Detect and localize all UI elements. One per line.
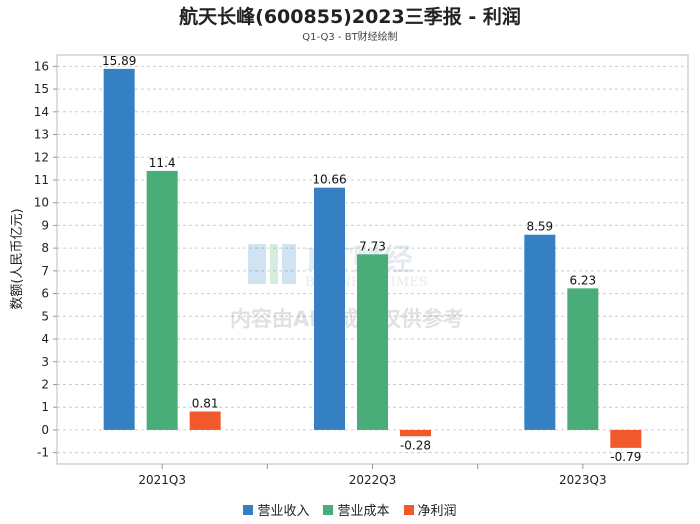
- bar: [146, 170, 178, 430]
- legend: 营业收入 营业成本 净利润: [0, 500, 700, 519]
- data-label: 6.23: [569, 273, 596, 287]
- y-tick-label: 9: [41, 218, 49, 232]
- legend-label: 净利润: [417, 504, 457, 519]
- data-label: 11.4: [149, 156, 176, 170]
- data-label: 0.81: [192, 397, 219, 411]
- y-tick-label: 15: [34, 82, 49, 96]
- x-tick-label: 2022Q3: [349, 473, 397, 487]
- bar: [524, 234, 556, 430]
- data-label: -0.28: [400, 438, 431, 452]
- y-tick-label: 12: [34, 150, 49, 164]
- watermark-logo-mark: [270, 244, 278, 284]
- watermark: BT财经 BUSINESS TIMES 内容由AI生成，仅供参考: [230, 243, 464, 331]
- bar: [189, 411, 221, 430]
- data-label: 10.66: [312, 173, 346, 187]
- bar: [567, 288, 599, 430]
- legend-label: 营业收入: [257, 504, 310, 519]
- legend-swatch: [403, 504, 414, 515]
- y-tick-label: 16: [34, 59, 49, 73]
- legend-item[interactable]: 营业成本: [323, 500, 390, 519]
- x-tick-label: 2023Q3: [559, 473, 607, 487]
- y-tick-label: 4: [41, 332, 49, 346]
- y-tick-label: 14: [34, 105, 49, 119]
- data-label: 7.73: [359, 239, 386, 253]
- data-labels: 15.89 11.4 0.81 10.66 7.73 -0.28 8.59 6.23 -0.79: [102, 54, 641, 464]
- bar: [357, 254, 388, 430]
- bar: [103, 68, 135, 430]
- watermark-logo-mark: [282, 244, 296, 284]
- y-tick-label: 7: [41, 264, 49, 278]
- y-tick-label: 13: [34, 128, 49, 142]
- y-tick-label: 10: [34, 196, 49, 210]
- bar: [314, 187, 345, 430]
- y-tick-label: 0: [41, 423, 49, 437]
- data-label: 8.59: [526, 220, 553, 234]
- y-tick-label: 11: [34, 173, 49, 187]
- bar: [400, 429, 431, 437]
- chart-title: 航天长峰(600855)2023三季报 - 利润: [179, 6, 521, 28]
- y-tick-label: 8: [41, 241, 49, 255]
- y-axis-label: 数额(人民币亿元): [10, 208, 25, 309]
- watermark-notice: 内容由AI生成，仅供参考: [230, 307, 464, 331]
- legend-swatch: [323, 504, 334, 515]
- y-tick-label: -1: [37, 446, 49, 460]
- legend-label: 营业成本: [337, 504, 390, 519]
- legend-item[interactable]: 净利润: [403, 500, 457, 519]
- y-tick-label: 2: [41, 377, 49, 391]
- bar: [610, 429, 642, 448]
- watermark-logo-mark: [248, 244, 266, 284]
- data-label: 15.89: [102, 54, 136, 68]
- y-tick-label: 3: [41, 355, 49, 369]
- chart-subtitle: Q1-Q3 - BT财经绘制: [302, 32, 398, 43]
- x-tick-label: 2021Q3: [138, 473, 186, 487]
- y-tick-label: 6: [41, 287, 49, 301]
- legend-item[interactable]: 营业收入: [243, 500, 309, 519]
- y-tick-label: 5: [41, 309, 49, 323]
- y-tick-label: 1: [41, 400, 49, 414]
- data-label: -0.79: [610, 450, 641, 464]
- legend-swatch: [243, 504, 254, 515]
- bars: [103, 68, 642, 448]
